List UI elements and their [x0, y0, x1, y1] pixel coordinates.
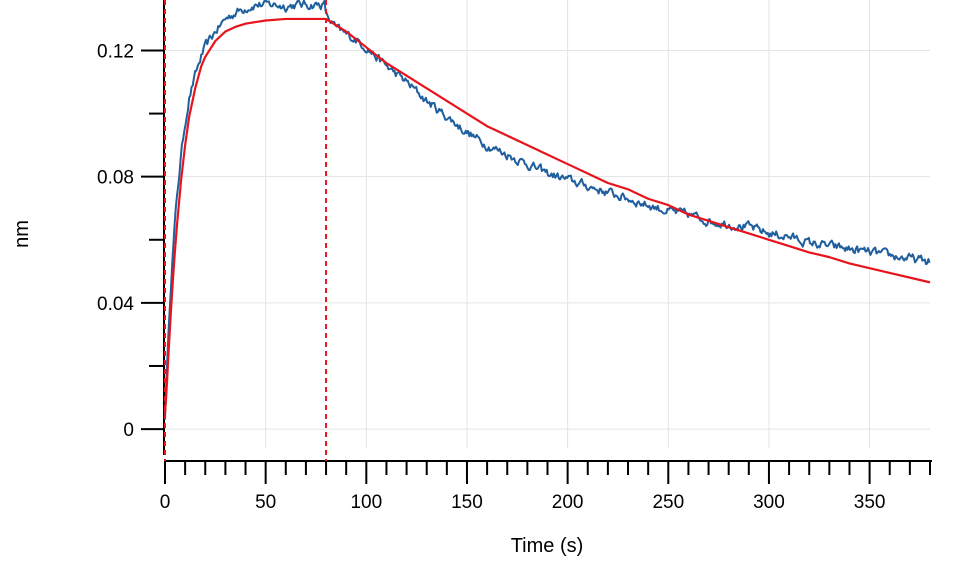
y-tick-label-0: 0	[123, 420, 134, 441]
x-tick-label-5: 250	[652, 492, 684, 513]
x-tick-label-7: 350	[854, 492, 886, 513]
x-tick-label-3: 150	[451, 492, 483, 513]
x-tick-label-6: 300	[753, 492, 785, 513]
series-line-0	[164, 0, 931, 420]
y-tick-label-2: 0.08	[97, 168, 134, 189]
x-axis-ticks: 0 50 100 150 200 250 300 350	[160, 461, 931, 513]
series-line-1	[163, 17, 931, 414]
x-tick-label-1: 50	[255, 492, 276, 513]
y-tick-label-1: 0.04	[97, 294, 134, 315]
grid-lines	[165, 0, 930, 448]
x-tick-label-2: 100	[350, 492, 382, 513]
x-tick-label-4: 200	[552, 492, 584, 513]
series-group	[163, 0, 931, 420]
y-tick-label-3: 0.12	[97, 41, 134, 62]
y-axis-title: nm	[11, 220, 33, 248]
y-axis-ticks: 0 0.04 0.08 0.12	[97, 41, 164, 441]
vertical-marker-lines	[164, 0, 328, 461]
x-tick-label-0: 0	[160, 492, 171, 513]
x-axis-title: Time (s)	[511, 535, 584, 557]
